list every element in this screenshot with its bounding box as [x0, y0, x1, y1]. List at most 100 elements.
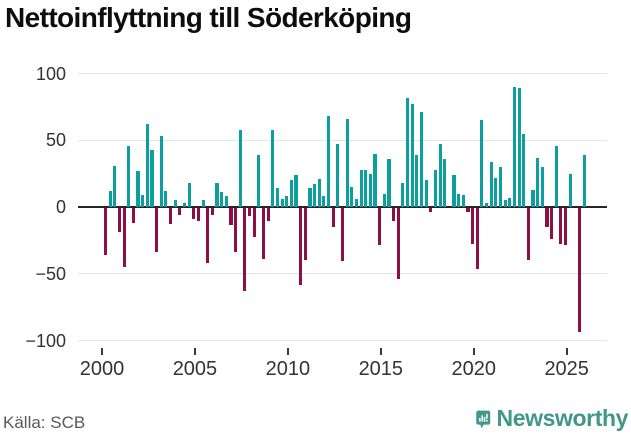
bar-2010Q3: [299, 208, 303, 286]
bar-2008Q1: [252, 208, 256, 238]
bar-2017Q2: [424, 180, 428, 207]
bar-2005Q4: [210, 208, 214, 215]
bar-2014Q2: [368, 173, 372, 207]
bar-2014Q4: [378, 208, 382, 246]
bar-2023Q1: [531, 189, 535, 207]
bar-2010Q4: [303, 208, 307, 261]
bar-2003Q2: [164, 191, 168, 207]
bar-2001Q2: [127, 145, 131, 207]
x-axis-label-2010: 2010: [265, 358, 311, 380]
chart-title: Nettoinflyttning till Söderköping: [5, 2, 412, 33]
bar-2017Q1: [419, 112, 424, 207]
bar-2024Q1: [550, 208, 554, 239]
bar-2010Q2: [294, 175, 298, 207]
bar-2022Q1: [512, 86, 516, 207]
bar-2019Q4: [471, 208, 475, 244]
bar-2020Q4: [489, 161, 493, 207]
bar-2010Q1: [289, 180, 293, 207]
bar-2005Q1: [196, 208, 200, 222]
bar-2023Q4: [545, 208, 549, 227]
bar-2004Q3: [187, 183, 191, 207]
bar-2017Q4: [433, 169, 437, 207]
bar-2009Q4: [285, 196, 289, 207]
bar-2024Q4: [564, 208, 568, 246]
bar-2021Q3: [503, 200, 507, 207]
bar-2011Q3: [317, 179, 321, 207]
bar-2014Q3: [373, 153, 377, 207]
bar-2015Q1: [382, 193, 386, 207]
bar-2013Q4: [359, 169, 363, 207]
bar-2002Q3: [150, 149, 154, 207]
x-axis-tick-2010: [286, 348, 289, 355]
y-axis-label: 0: [55, 197, 66, 217]
gridline-y50: [78, 139, 607, 141]
bar-2001Q4: [136, 171, 140, 207]
y-axis-label: 50: [45, 130, 66, 151]
bar-2011Q4: [322, 196, 326, 207]
x-axis-label-2015: 2015: [358, 358, 404, 380]
bar-2022Q2: [517, 88, 521, 207]
bar-2001Q1: [122, 208, 126, 267]
bar-2007Q1: [234, 208, 238, 253]
bar-2025Q4: [582, 154, 586, 207]
x-axis-tick-2005: [193, 348, 196, 355]
bar-2011Q1: [308, 188, 312, 207]
bar-2005Q2: [201, 200, 205, 207]
bar-2008Q2: [257, 154, 261, 207]
bar-2021Q4: [508, 197, 512, 207]
bar-2004Q2: [182, 203, 187, 207]
bar-2012Q3: [336, 144, 340, 207]
bar-2006Q2: [220, 192, 224, 207]
x-axis-label-2005: 2005: [172, 358, 218, 380]
bar-2013Q3: [354, 199, 358, 207]
x-axis-label-2025: 2025: [544, 358, 589, 380]
x-axis-label-2000: 2000: [79, 358, 125, 380]
newsworthy-wordmark: Newsworthy: [496, 405, 629, 431]
bar-2013Q1: [345, 118, 349, 207]
x-axis-label-2020: 2020: [451, 358, 497, 380]
bar-2006Q3: [224, 196, 228, 207]
bar-2009Q3: [280, 199, 284, 207]
bar-2008Q3: [261, 208, 266, 259]
bar-2019Q2: [461, 195, 465, 207]
bar-2023Q3: [540, 166, 544, 207]
bar-2002Q1: [141, 195, 145, 207]
bar-2025Q3: [577, 208, 582, 333]
bar-2003Q3: [169, 208, 173, 224]
x-axis-tick-2000: [101, 348, 103, 355]
bar-2004Q4: [192, 208, 196, 219]
y-axis-label: −100: [25, 330, 66, 351]
bar-2012Q2: [331, 208, 335, 227]
bar-2006Q1: [215, 183, 219, 207]
bar-2000Q3: [113, 165, 117, 207]
bar-2015Q2: [387, 158, 391, 207]
newsworthy-logo: Newsworthy: [476, 401, 628, 438]
y-axis-label: −50: [35, 263, 66, 284]
bar-2016Q4: [415, 154, 419, 207]
bar-2025Q1: [568, 173, 572, 207]
bar-2014Q1: [364, 169, 368, 207]
bar-2003Q1: [159, 136, 163, 207]
bar-2009Q1: [271, 129, 275, 207]
x-axis-tick-2015: [379, 348, 382, 355]
bar-2002Q2: [145, 124, 149, 207]
source-note: Källa: SCB: [3, 413, 86, 432]
bar-2016Q2: [406, 97, 410, 207]
bar-2000Q1: [103, 208, 108, 255]
x-axis-zero-line: [78, 206, 607, 208]
bar-2022Q4: [526, 208, 530, 261]
bar-2005Q3: [206, 208, 210, 263]
gridline-y-100: [78, 340, 607, 341]
bar-2023Q2: [536, 157, 540, 207]
bar-2024Q2: [554, 145, 558, 207]
bar-2009Q2: [275, 188, 279, 207]
bar-2002Q4: [155, 208, 159, 253]
bar-2011Q2: [313, 184, 317, 207]
bar-2015Q3: [392, 208, 396, 222]
bar-2000Q4: [117, 208, 121, 232]
bar-2012Q1: [327, 116, 331, 207]
gridline-y-50: [78, 273, 607, 275]
gridline-y100: [78, 73, 607, 74]
